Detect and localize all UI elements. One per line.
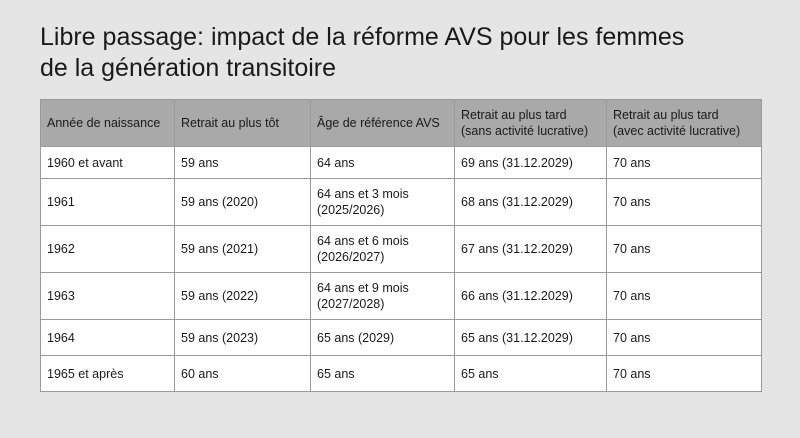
cell-reference-age: 64 ans et 6 mois (2026/2027) [310,225,455,273]
table-row: 1965 et après 60 ans 65 ans 65 ans 70 an… [40,355,762,392]
header-latest-without-activity: Retrait au plus tard (sans activité lucr… [454,99,607,147]
cell-earliest-retirement: 59 ans (2020) [174,178,311,226]
cell-birth-year: 1964 [40,319,175,356]
cell-latest-without-activity: 68 ans (31.12.2029) [454,178,607,226]
cell-birth-year: 1960 et avant [40,146,175,179]
cell-reference-age: 65 ans [310,355,455,392]
table-row: 1962 59 ans (2021) 64 ans et 6 mois (202… [40,225,762,273]
cell-latest-with-activity: 70 ans [606,355,762,392]
cell-reference-age: 64 ans et 3 mois (2025/2026) [310,178,455,226]
table-header-row: Année de naissance Retrait au plus tôt Â… [40,99,762,147]
page-title: Libre passage: impact de la réforme AVS … [40,23,685,82]
cell-birth-year: 1962 [40,225,175,273]
header-earliest-retirement: Retrait au plus tôt [174,99,311,147]
cell-reference-age: 64 ans et 9 mois (2027/2028) [310,272,455,320]
cell-earliest-retirement: 59 ans (2021) [174,225,311,273]
cell-latest-with-activity: 70 ans [606,225,762,273]
table-row: 1960 et avant 59 ans 64 ans 69 ans (31.1… [40,146,762,179]
cell-latest-with-activity: 70 ans [606,272,762,320]
table-row: 1964 59 ans (2023) 65 ans (2029) 65 ans … [40,319,762,356]
cell-reference-age: 65 ans (2029) [310,319,455,356]
cell-reference-age: 64 ans [310,146,455,179]
table-row: 1961 59 ans (2020) 64 ans et 3 mois (202… [40,178,762,226]
cell-latest-without-activity: 67 ans (31.12.2029) [454,225,607,273]
cell-birth-year: 1963 [40,272,175,320]
transition-table: Année de naissance Retrait au plus tôt Â… [40,99,762,392]
cell-latest-with-activity: 70 ans [606,146,762,179]
cell-latest-with-activity: 70 ans [606,319,762,356]
table-row: 1963 59 ans (2022) 64 ans et 9 mois (202… [40,272,762,320]
cell-latest-without-activity: 65 ans [454,355,607,392]
cell-earliest-retirement: 59 ans [174,146,311,179]
cell-birth-year: 1965 et après [40,355,175,392]
cell-latest-without-activity: 65 ans (31.12.2029) [454,319,607,356]
cell-latest-without-activity: 69 ans (31.12.2029) [454,146,607,179]
cell-earliest-retirement: 59 ans (2022) [174,272,311,320]
cell-earliest-retirement: 59 ans (2023) [174,319,311,356]
header-reference-age: Âge de référence AVS [310,99,455,147]
cell-earliest-retirement: 60 ans [174,355,311,392]
header-birth-year: Année de naissance [40,99,175,147]
cell-latest-with-activity: 70 ans [606,178,762,226]
cell-birth-year: 1961 [40,178,175,226]
header-latest-with-activity: Retrait au plus tard (avec activité lucr… [606,99,762,147]
cell-latest-without-activity: 66 ans (31.12.2029) [454,272,607,320]
